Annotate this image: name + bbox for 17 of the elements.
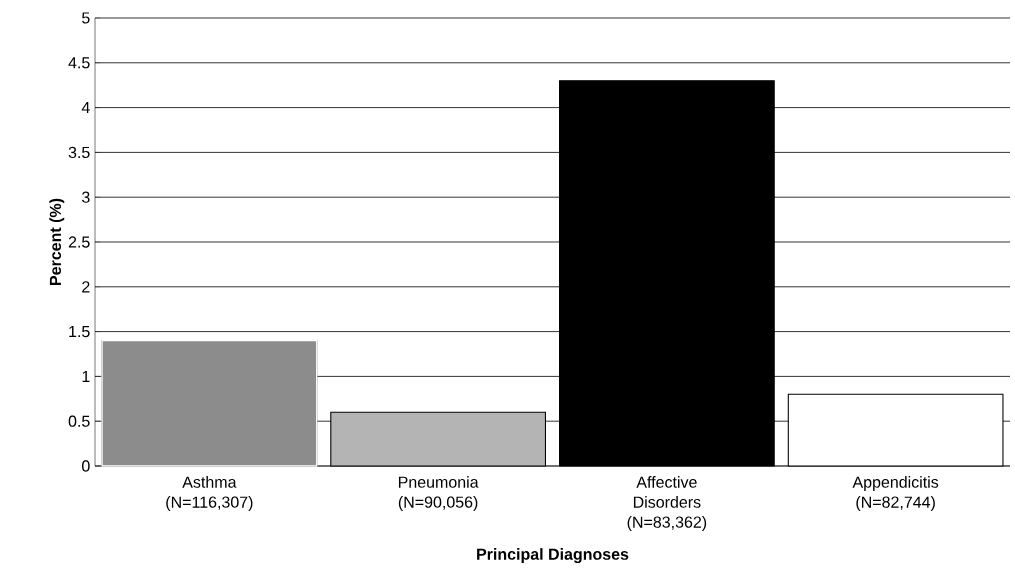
y-axis-title: Percent (%) xyxy=(49,198,65,285)
x-tick-label: Appendicitis (N=82,744) xyxy=(852,476,939,511)
y-tick-label: 2.5 xyxy=(68,236,90,248)
x-axis-title: Principal Diagnoses xyxy=(477,548,629,564)
y-tick-label: 0.5 xyxy=(68,415,90,427)
y-tick-label: 1 xyxy=(82,370,90,382)
y-tick-label: 3 xyxy=(82,191,90,203)
y-tick-label: 1.5 xyxy=(69,326,90,338)
x-tick-label: Pneumonia (N=90,056) xyxy=(398,476,479,511)
y-tick-label: 5 xyxy=(82,12,90,24)
y-tick-label: 3.5 xyxy=(68,146,90,159)
y-tick-label: 2 xyxy=(82,281,90,293)
y-tick-label: 4.5 xyxy=(68,57,90,69)
y-tick-label: 4 xyxy=(81,102,90,114)
y-tick-label: 0 xyxy=(82,460,90,472)
x-tick-label: Affective Disorders (N=83,362) xyxy=(627,476,707,531)
x-tick-label: Asthma (N=116,307) xyxy=(166,476,253,511)
